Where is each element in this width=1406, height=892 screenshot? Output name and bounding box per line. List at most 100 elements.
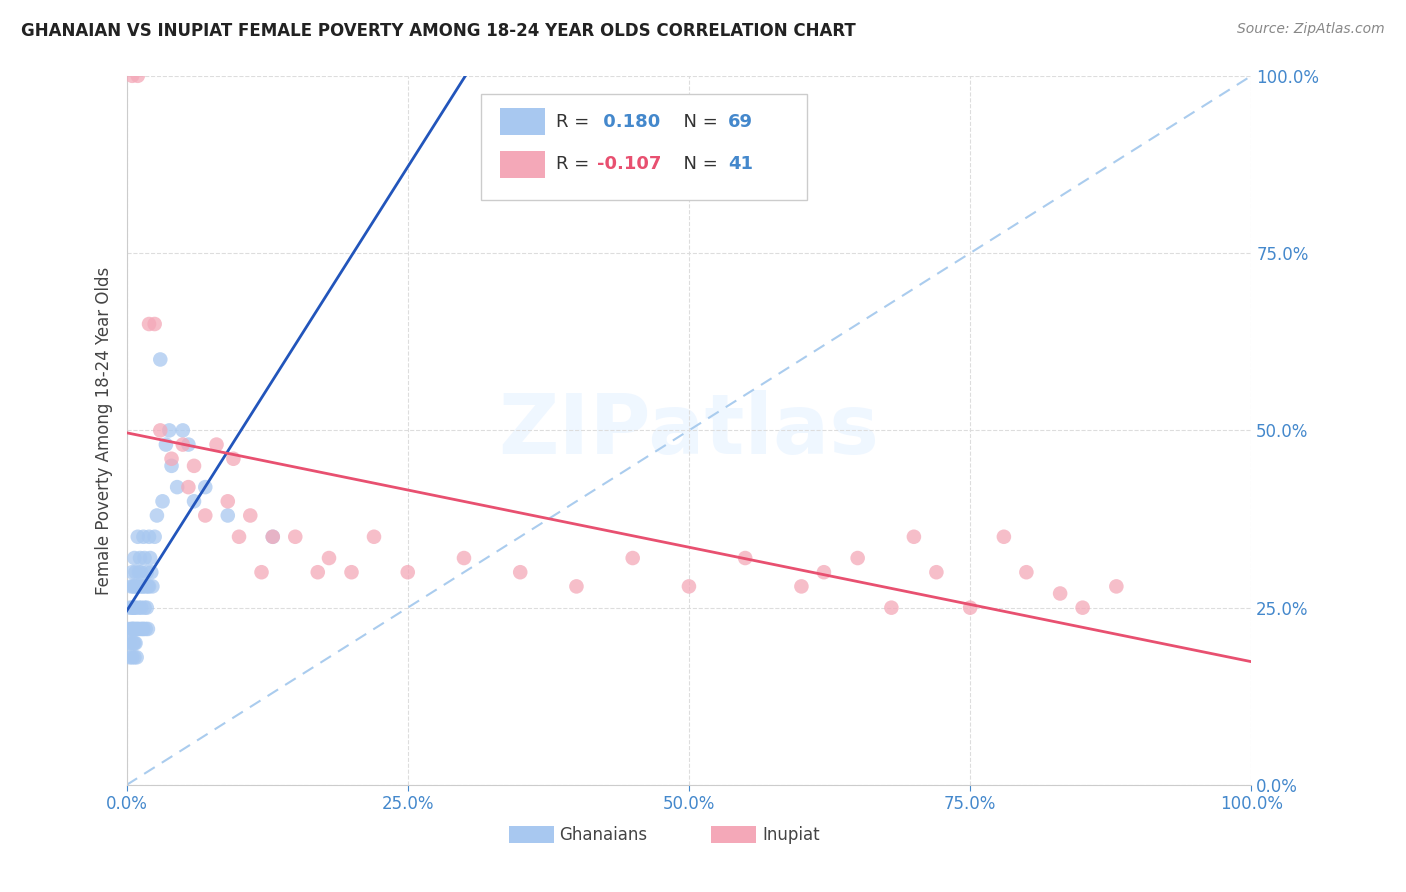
Point xyxy=(138,317,160,331)
Point xyxy=(846,551,869,566)
Point xyxy=(131,622,153,636)
Text: R =: R = xyxy=(557,155,595,173)
Point xyxy=(621,551,644,566)
Point xyxy=(120,579,142,593)
Point xyxy=(152,494,174,508)
Y-axis label: Female Poverty Among 18-24 Year Olds: Female Poverty Among 18-24 Year Olds xyxy=(94,267,112,594)
Point xyxy=(124,622,146,636)
Point xyxy=(149,424,172,438)
Point xyxy=(160,458,183,473)
Point xyxy=(250,566,273,580)
Point xyxy=(124,600,146,615)
Point xyxy=(183,494,205,508)
FancyBboxPatch shape xyxy=(501,151,546,178)
Point xyxy=(262,530,284,544)
Point xyxy=(155,437,177,451)
Text: -0.107: -0.107 xyxy=(596,155,661,173)
Point xyxy=(813,566,835,580)
Point xyxy=(183,458,205,473)
Point xyxy=(127,530,149,544)
Point xyxy=(121,622,143,636)
Point xyxy=(129,622,152,636)
Point xyxy=(121,650,143,665)
Point xyxy=(129,551,152,566)
Text: 0.180: 0.180 xyxy=(596,113,659,131)
Point xyxy=(177,480,200,494)
Point xyxy=(138,579,160,593)
Point xyxy=(925,566,948,580)
Point xyxy=(122,622,145,636)
Point xyxy=(134,551,156,566)
Point xyxy=(124,636,146,650)
Point xyxy=(146,508,169,523)
Point xyxy=(160,451,183,466)
Text: N =: N = xyxy=(672,113,724,131)
Point xyxy=(177,437,200,451)
Point xyxy=(141,579,163,593)
Text: Source: ZipAtlas.com: Source: ZipAtlas.com xyxy=(1237,22,1385,37)
Point xyxy=(363,530,385,544)
Point xyxy=(340,566,363,580)
Point xyxy=(125,650,148,665)
Point xyxy=(125,622,148,636)
Text: Ghanaians: Ghanaians xyxy=(560,826,648,844)
Point xyxy=(124,636,146,650)
Point xyxy=(127,622,149,636)
Point xyxy=(172,437,194,451)
FancyBboxPatch shape xyxy=(481,94,807,200)
Point xyxy=(307,566,329,580)
Point xyxy=(734,551,756,566)
Point xyxy=(136,579,159,593)
Point xyxy=(222,451,245,466)
Point xyxy=(318,551,340,566)
Point xyxy=(132,579,155,593)
Point xyxy=(121,600,143,615)
Point xyxy=(122,600,145,615)
Point xyxy=(194,508,217,523)
Point xyxy=(194,480,217,494)
Point xyxy=(122,636,145,650)
Point xyxy=(959,600,981,615)
Point xyxy=(1071,600,1094,615)
Text: Inupiat: Inupiat xyxy=(762,826,820,844)
Point xyxy=(284,530,307,544)
Point xyxy=(132,530,155,544)
Text: 69: 69 xyxy=(728,113,754,131)
Text: R =: R = xyxy=(557,113,595,131)
Point xyxy=(143,317,166,331)
Point xyxy=(118,636,141,650)
FancyBboxPatch shape xyxy=(501,109,546,136)
Point xyxy=(993,530,1015,544)
Point xyxy=(134,600,156,615)
Point xyxy=(141,566,163,580)
Point xyxy=(132,622,155,636)
Point xyxy=(121,69,143,83)
Point xyxy=(135,622,157,636)
Point xyxy=(138,530,160,544)
FancyBboxPatch shape xyxy=(711,826,756,844)
Point xyxy=(124,600,146,615)
Point xyxy=(903,530,925,544)
Point xyxy=(128,600,150,615)
Point xyxy=(118,650,141,665)
Text: GHANAIAN VS INUPIAT FEMALE POVERTY AMONG 18-24 YEAR OLDS CORRELATION CHART: GHANAIAN VS INUPIAT FEMALE POVERTY AMONG… xyxy=(21,22,856,40)
Point xyxy=(124,566,146,580)
Point xyxy=(135,579,157,593)
Text: ZIPatlas: ZIPatlas xyxy=(499,390,879,471)
Point xyxy=(124,579,146,593)
Point xyxy=(157,424,180,438)
Point xyxy=(1049,586,1071,600)
Point xyxy=(122,579,145,593)
Point xyxy=(120,622,142,636)
Point xyxy=(880,600,903,615)
Point xyxy=(129,566,152,580)
Point xyxy=(125,579,148,593)
Point xyxy=(678,579,700,593)
Point xyxy=(149,352,172,367)
Point xyxy=(136,622,159,636)
Text: 41: 41 xyxy=(728,155,754,173)
Point xyxy=(228,530,250,544)
Point xyxy=(143,530,166,544)
Point xyxy=(509,566,531,580)
Point xyxy=(127,69,149,83)
